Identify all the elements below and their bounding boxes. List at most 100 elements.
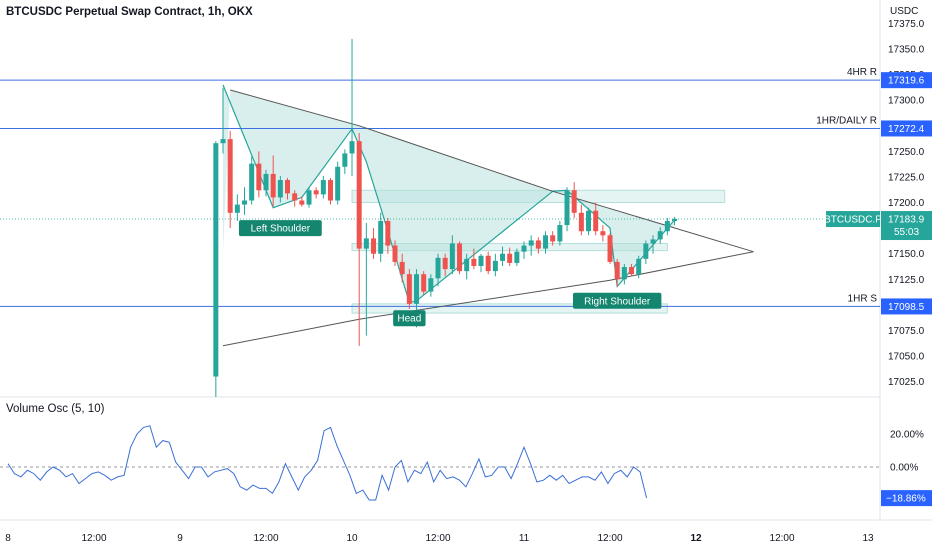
level-price-tag: 17319.6: [881, 72, 932, 89]
candle-body: [227, 139, 233, 213]
candle: [600, 225, 606, 242]
price-tick-label: 17050.0: [888, 352, 925, 363]
oscillator-line: [7, 425, 648, 501]
time-tick-label: 9: [177, 533, 183, 544]
time-tick-label: 12:00: [770, 533, 795, 544]
candle-body: [392, 245, 398, 262]
candle: [521, 241, 527, 259]
candle: [299, 196, 305, 207]
oscillator-current-tag-bg: [881, 490, 932, 507]
candle-body: [535, 240, 541, 249]
chart-title: BTCUSDC Perpetual Swap Contract, 1h, OKX: [6, 6, 253, 18]
time-axis[interactable]: 8 12:00 9 12:00 10 12:00 11 12:00 12 12:00 13: [5, 533, 874, 544]
pattern-label: Left Shoulder: [238, 220, 322, 237]
time-tick-label: 12:00: [81, 533, 106, 544]
currency-label: USDC: [890, 6, 919, 17]
candle-body: [557, 225, 563, 242]
candle-body: [270, 173, 276, 198]
candle-body: [500, 253, 506, 261]
candle: [385, 217, 391, 254]
candle: [557, 220, 563, 246]
current-price-tag-bg: [881, 211, 932, 241]
pattern-label-bg: [572, 292, 662, 309]
price-axis[interactable]: 17375.017350.017325.017300.017275.017250…: [824, 19, 932, 507]
candle-body: [564, 190, 570, 226]
time-tick-label: 10: [346, 533, 358, 544]
time-tick-label: 12:00: [426, 533, 451, 544]
candle-body: [285, 180, 291, 194]
horizontal-levels: 4HR R 1HR/DAILY R 1HR S: [0, 67, 880, 307]
level-price-tag-text: 17319.6: [888, 76, 925, 87]
candle: [442, 253, 448, 277]
candle-body: [464, 258, 470, 272]
pattern-label-text: Right Shoulder: [584, 296, 651, 307]
candle-body: [471, 258, 477, 267]
level-price-tag: 17272.4: [881, 120, 932, 137]
candle-body: [349, 141, 355, 154]
candle: [320, 175, 326, 199]
candle-body: [449, 243, 455, 270]
level-price-tag-bg: [881, 298, 932, 315]
candle-body: [263, 173, 269, 191]
candle: [335, 161, 341, 205]
triangle-upper-line: [230, 89, 754, 253]
candle-body: [371, 238, 377, 254]
candle-body: [528, 240, 534, 246]
pattern-label: Right Shoulder: [572, 292, 662, 309]
candle: [213, 141, 219, 397]
candle-body: [521, 245, 527, 252]
candle: [514, 248, 520, 267]
candle-body: [600, 231, 606, 236]
candle: [349, 38, 355, 176]
candle-body: [657, 231, 663, 240]
level-price-tag: 17098.5: [881, 298, 932, 315]
candles: [213, 38, 678, 397]
candle: [507, 247, 513, 267]
candle-body: [277, 180, 283, 198]
candle-body: [492, 260, 498, 272]
candle-body: [514, 251, 520, 263]
candle: [636, 255, 642, 279]
oscillator-tick-label: 0.00%: [890, 463, 918, 474]
candle-body: [421, 274, 427, 292]
candle: [249, 156, 255, 205]
candle-body: [507, 253, 513, 263]
time-tick-label: 12:00: [598, 533, 623, 544]
candle: [578, 204, 584, 236]
candle: [471, 248, 477, 270]
candle: [356, 132, 362, 346]
pattern-label-text: Left Shoulder: [251, 224, 311, 235]
candle: [313, 187, 319, 199]
countdown-text: 55:03: [894, 227, 919, 238]
level-name-label: 4HR R: [847, 67, 877, 78]
candle-body: [543, 235, 549, 249]
candle-body: [586, 210, 592, 232]
candle: [220, 87, 226, 154]
oscillator-title: Volume Osc (5, 10): [6, 403, 105, 415]
candle: [263, 169, 269, 197]
candle: [371, 228, 377, 259]
pattern-label-bg: [393, 310, 426, 327]
candle: [564, 187, 570, 232]
candle: [227, 130, 233, 229]
symbol-tag-text: BTCUSDC.P: [824, 215, 882, 226]
price-tick-label: 17150.0: [888, 249, 925, 260]
candle: [306, 187, 312, 208]
candle: [464, 253, 470, 280]
candle: [292, 190, 298, 207]
price-tick-label: 17075.0: [888, 326, 925, 337]
symbol-tag-bg: [826, 211, 880, 228]
level-name-label: 1HR/DAILY R: [816, 115, 877, 126]
candle-body: [378, 220, 384, 254]
candle: [406, 269, 412, 309]
candle: [528, 235, 534, 256]
price-tick-label: 17375.0: [888, 19, 925, 30]
candle-body: [328, 180, 334, 201]
candle: [543, 231, 549, 254]
candle-body: [571, 190, 577, 213]
pattern-label-text: Head: [397, 314, 421, 325]
candle-body: [650, 239, 656, 244]
pattern-label: Head: [393, 310, 426, 327]
candle: [449, 235, 455, 275]
